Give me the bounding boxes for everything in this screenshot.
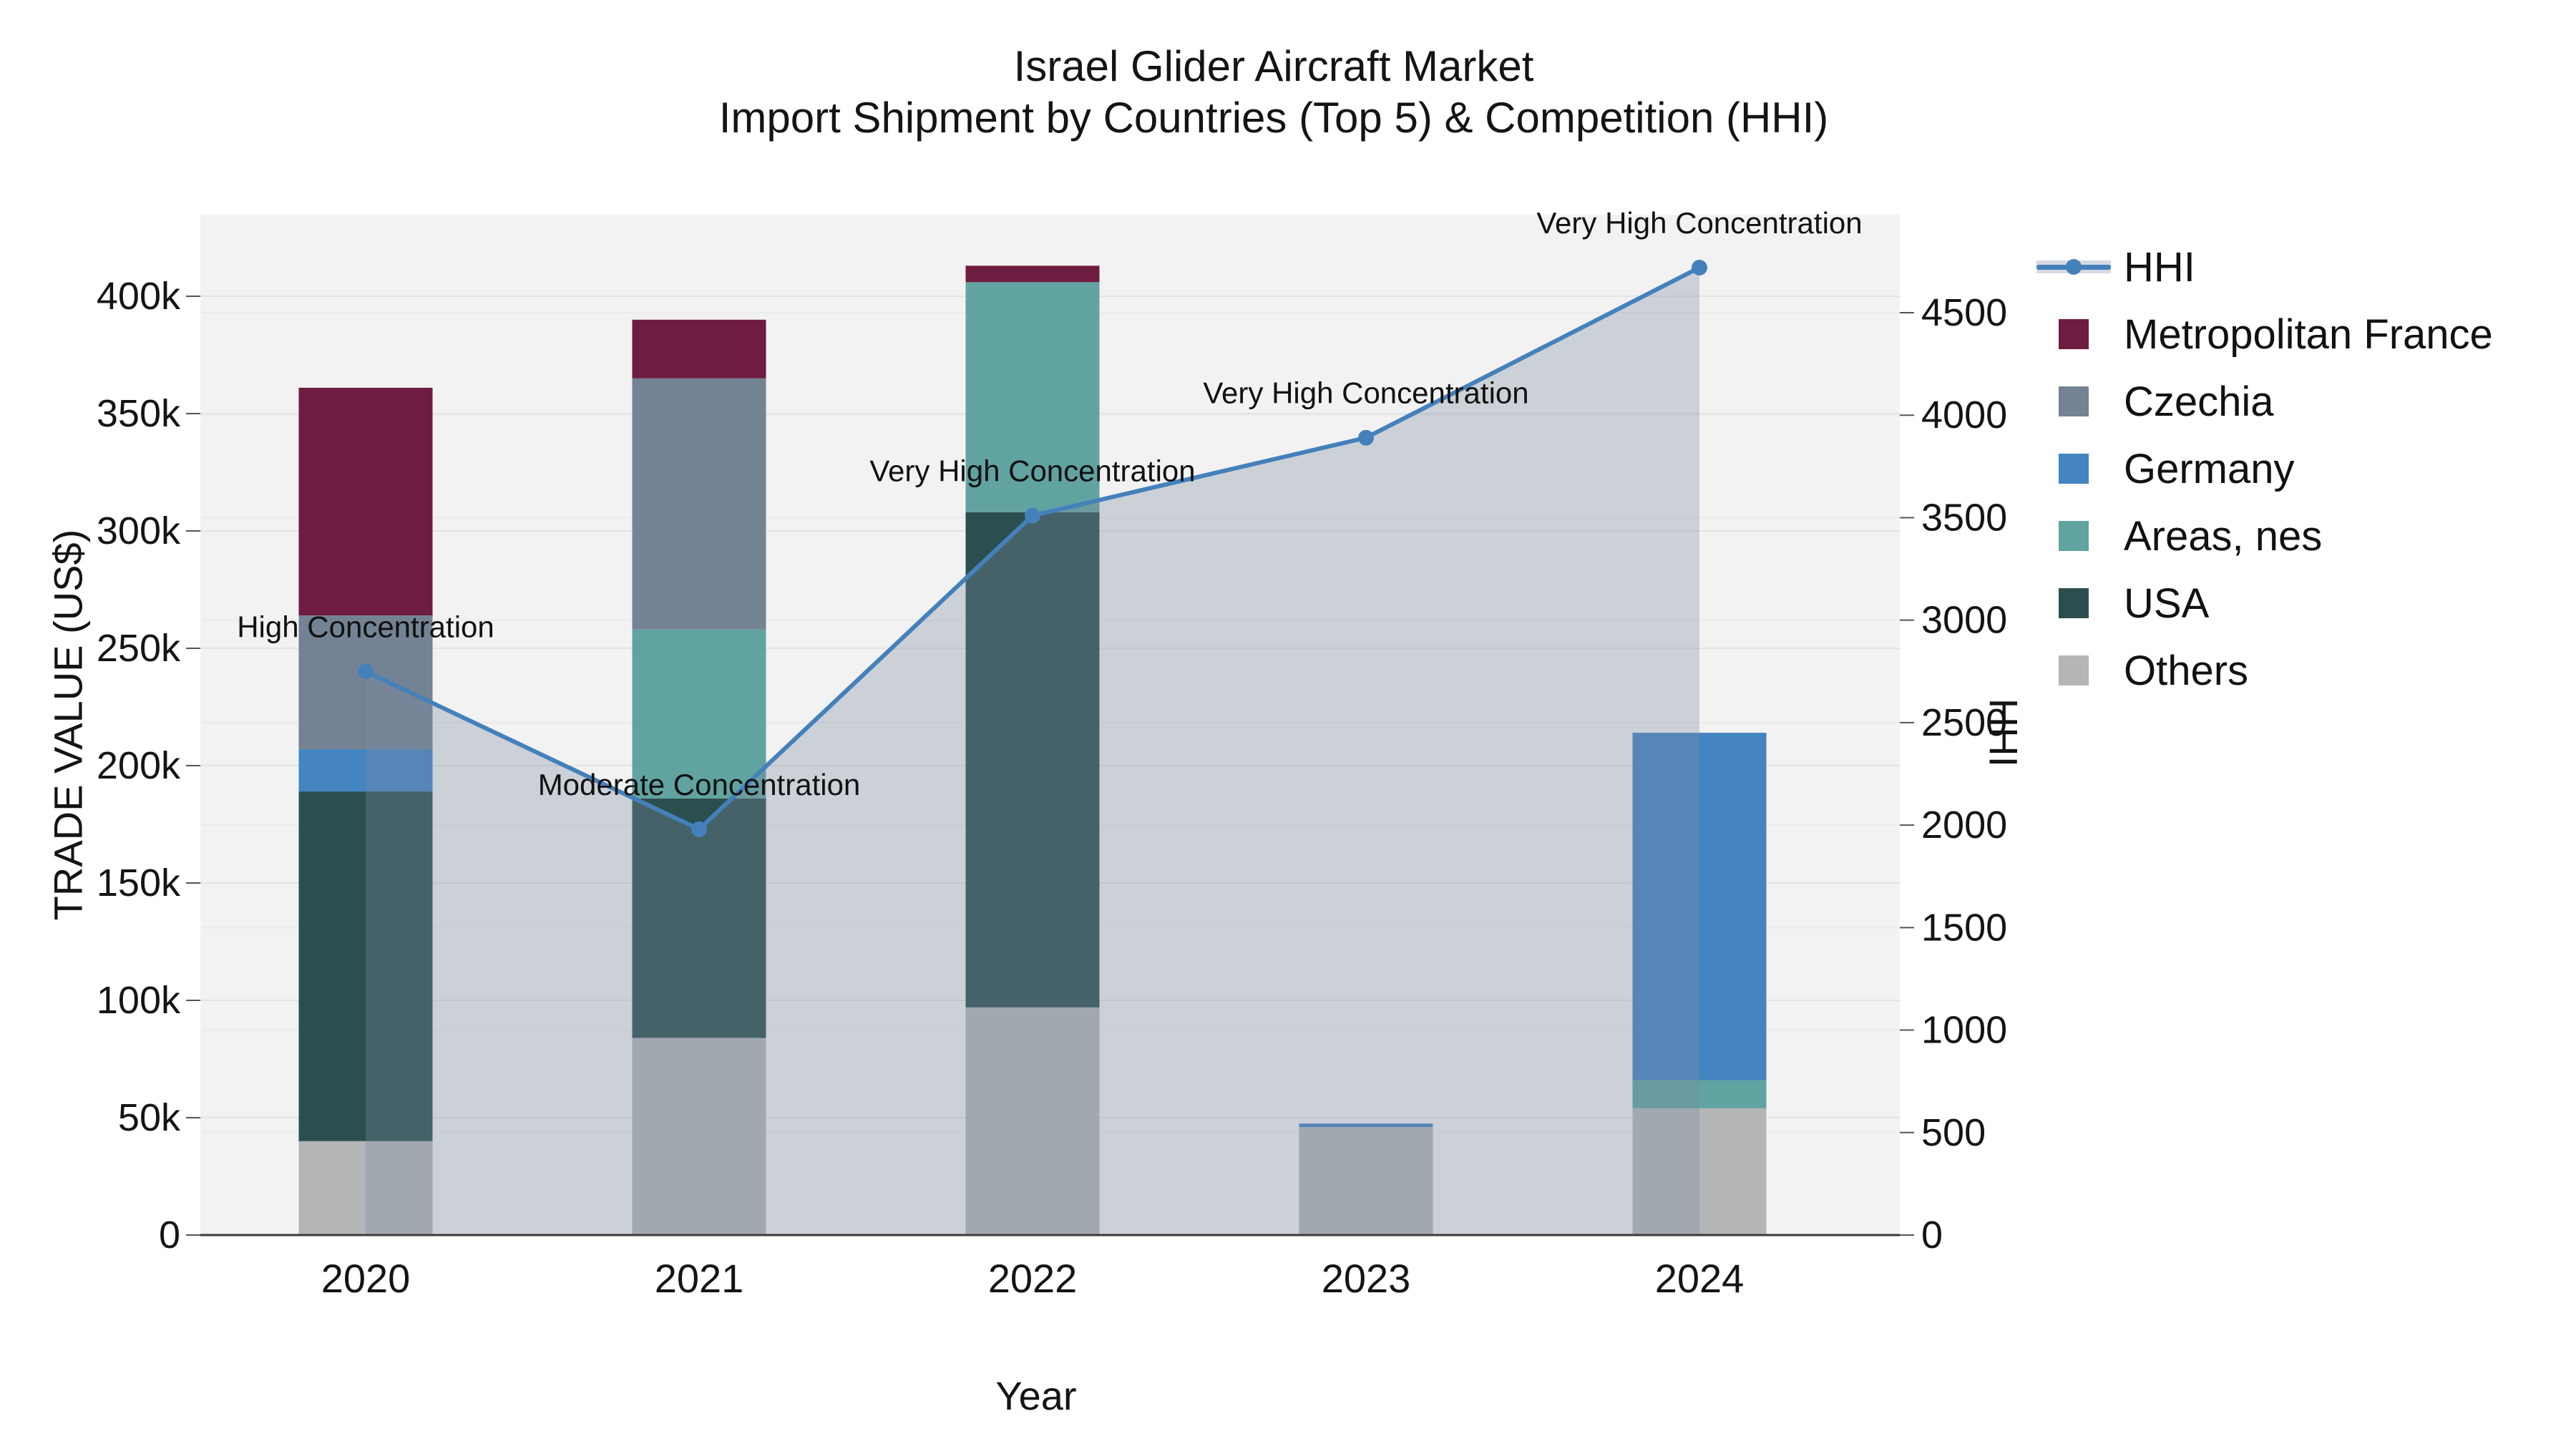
legend-label: Germany (2124, 445, 2295, 492)
legend-label: Areas, nes (2124, 512, 2323, 560)
y-left-tick-label: 150k (97, 862, 181, 904)
y-right-tick-label: 0 (1921, 1214, 1943, 1257)
annotation-2022: Very High Concentration (869, 454, 1195, 488)
chart-title-line2: Import Shipment by Countries (Top 5) & C… (718, 94, 1829, 142)
hhi-marker-2020[interactable] (358, 663, 374, 680)
color-swatch (2059, 319, 2089, 349)
color-swatch (2059, 588, 2089, 618)
bar-segment-others-2023[interactable] (1299, 1127, 1433, 1235)
hhi-area-fill (366, 267, 1699, 1236)
legend-label: USA (2124, 580, 2210, 627)
hhi-marker-sample (2066, 259, 2082, 275)
x-tick-label-2022: 2022 (988, 1256, 1078, 1301)
legend-swatch-icon (2036, 637, 2111, 704)
bar-segment-metropolitan-france-2022[interactable] (965, 265, 1100, 283)
y-left-tick-label: 250k (97, 627, 181, 670)
legend-swatch-icon (2036, 435, 2111, 502)
legend-swatch-icon (2036, 301, 2111, 368)
color-swatch (2059, 454, 2089, 484)
y-right-tick-label: 1000 (1921, 1009, 2007, 1052)
y-right-tick-label: 500 (1921, 1111, 1986, 1154)
annotation-2021: Moderate Concentration (538, 768, 861, 801)
hhi-marker-2023[interactable] (1358, 429, 1374, 446)
color-swatch (2059, 655, 2089, 686)
legend-swatch-icon (2036, 570, 2111, 637)
bar-segment-areas-nes-2022[interactable] (965, 282, 1100, 512)
bar-segment-others-2020[interactable] (298, 1141, 433, 1235)
x-tick-label-2024: 2024 (1655, 1256, 1745, 1301)
y-right-tick-label: 1500 (1921, 906, 2007, 949)
hhi-line-icon (2036, 233, 2111, 301)
color-swatch (2059, 521, 2089, 551)
bar-segment-metropolitan-france-2020[interactable] (298, 387, 433, 616)
bar-segment-others-2021[interactable] (632, 1038, 766, 1235)
bar-segment-czechia-2021[interactable] (632, 378, 766, 630)
bar-segment-others-2024[interactable] (1632, 1108, 1767, 1235)
legend-label: Czechia (2124, 378, 2274, 425)
y-left-tick-label: 400k (97, 275, 181, 318)
y-left-tick-label: 0 (159, 1214, 180, 1257)
legend-item-hhi[interactable]: HHI (2036, 233, 2493, 301)
y-right-tick-label: 3500 (1921, 496, 2007, 539)
bar-segment-usa-2022[interactable] (965, 512, 1100, 1008)
legend: HHI Metropolitan France Czechia Germany Area… (2036, 233, 2493, 704)
hhi-marker-2024[interactable] (1692, 259, 1707, 275)
annotation-2023: Very High Concentration (1203, 376, 1528, 410)
y-axis-title-left: TRADE VALUE (US$) (45, 529, 91, 921)
y-right-tick-label: 4000 (1921, 394, 2007, 436)
legend-swatch-icon (2036, 368, 2111, 435)
legend-item-usa[interactable]: USA (2036, 570, 2493, 637)
bar-segment-germany-2023[interactable] (1299, 1123, 1433, 1128)
y-right-tick-label: 4500 (1921, 291, 2007, 334)
y-left-tick-label: 50k (118, 1096, 181, 1139)
annotation-2020: High Concentration (237, 610, 494, 643)
bar-segment-metropolitan-france-2021[interactable] (632, 319, 766, 379)
color-swatch (2059, 386, 2089, 416)
annotation-2024: Very High Concentration (1536, 206, 1862, 240)
hhi-marker-2022[interactable] (1025, 507, 1040, 524)
bar-segment-usa-2021[interactable] (632, 798, 766, 1038)
chart-title-line1: Israel Glider Aircraft Market (1013, 42, 1534, 90)
y-left-tick-label: 350k (97, 392, 181, 435)
y-axis-title-right: HHI (1981, 698, 2026, 768)
x-tick-label-2021: 2021 (655, 1256, 744, 1301)
x-tick-label-2020: 2020 (321, 1256, 411, 1301)
legend-item-others[interactable]: Others (2036, 637, 2493, 704)
legend-label: Metropolitan France (2124, 311, 2493, 358)
legend-item-areas-nes[interactable]: Areas, nes (2036, 502, 2493, 570)
bar-segment-areas-nes-2024[interactable] (1632, 1080, 1767, 1108)
bar-segment-usa-2020[interactable] (298, 791, 433, 1141)
legend-label: HHI (2124, 243, 2195, 291)
bar-segment-germany-2024[interactable] (1632, 733, 1767, 1080)
legend-item-metropolitan-france[interactable]: Metropolitan France (2036, 301, 2493, 368)
y-right-tick-label: 2500 (1921, 701, 2007, 744)
legend-item-germany[interactable]: Germany (2036, 435, 2493, 502)
y-right-tick-label: 2000 (1921, 804, 2007, 847)
y-left-tick-label: 300k (97, 509, 181, 552)
x-axis-title: Year (995, 1373, 1077, 1418)
bar-segment-czechia-2020[interactable] (298, 615, 433, 750)
bar-segment-areas-nes-2021[interactable] (632, 629, 766, 799)
x-tick-label-2023: 2023 (1322, 1256, 1411, 1301)
hhi-marker-2021[interactable] (691, 821, 707, 837)
bar-segment-germany-2020[interactable] (298, 749, 433, 792)
bar-segment-others-2022[interactable] (965, 1007, 1100, 1235)
y-left-tick-label: 200k (97, 744, 181, 787)
legend-item-czechia[interactable]: Czechia (2036, 368, 2493, 435)
legend-label: Others (2124, 647, 2249, 694)
y-left-tick-label: 100k (97, 979, 181, 1022)
legend-swatch-icon (2036, 502, 2111, 570)
y-right-tick-label: 3000 (1921, 599, 2007, 642)
